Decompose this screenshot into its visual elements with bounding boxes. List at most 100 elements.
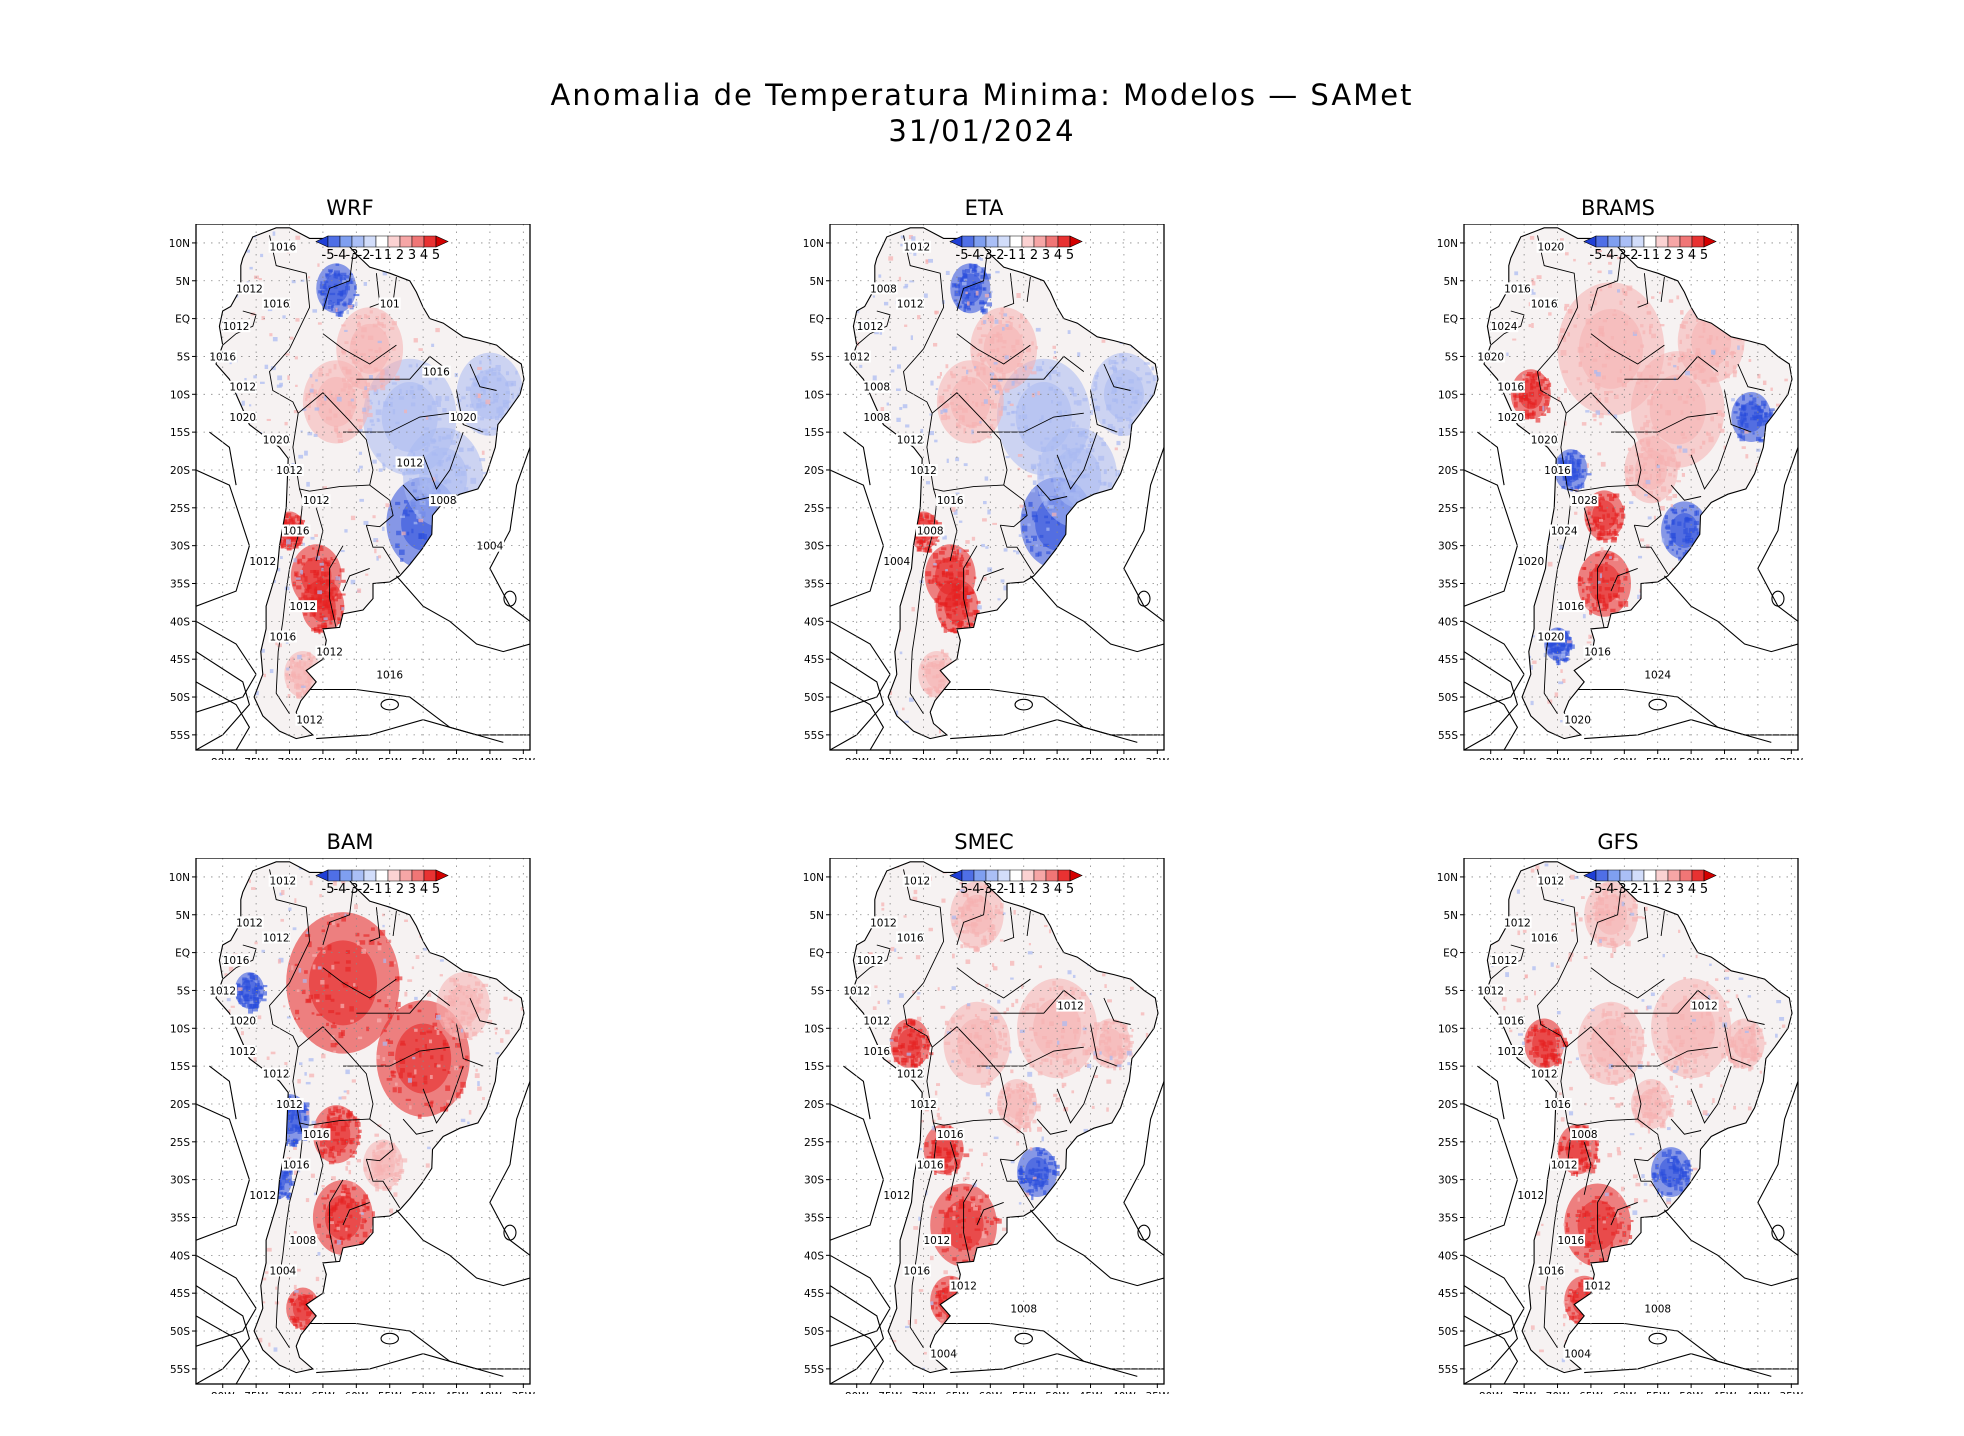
- lon-tick-label: 45W: [1713, 1391, 1737, 1394]
- map-frame: [1463, 224, 1799, 751]
- isobar-label: 1008: [1571, 1129, 1598, 1141]
- colorbar-swatch: [399, 235, 413, 248]
- lat-tick-label: 35S: [804, 578, 824, 590]
- isobar-label: 1008: [917, 526, 944, 538]
- lon-tick-label: 60W: [1612, 757, 1636, 760]
- lat-tick-label: 25S: [1438, 503, 1458, 515]
- colorbar-label: 1: [1018, 882, 1026, 897]
- lat-tick-label: EQ: [175, 948, 190, 960]
- colorbar-swatch: [1009, 869, 1023, 882]
- lon-tick-label: 75W: [878, 757, 902, 760]
- colorbar: -5 -4 -3 -2 -1 1 2 3 4 5: [315, 869, 449, 897]
- lat-tick-label: 35S: [804, 1212, 824, 1224]
- isobar-label: 1028: [1571, 495, 1598, 507]
- colorbar-label: 1: [384, 882, 392, 897]
- lat-tick-label: 25S: [170, 503, 190, 515]
- isobar-label-bg: [1503, 282, 1532, 295]
- isobar-label: 1020: [450, 412, 477, 424]
- isobar-label-bg: [1476, 984, 1505, 997]
- isobar-label-bg: [1536, 240, 1566, 253]
- colorbar-label: -4: [1602, 882, 1615, 897]
- isobar-label: 1012: [1497, 1046, 1524, 1058]
- colorbar: -5 -4 -3 -2 -1 1 2 3 4 5: [315, 235, 449, 263]
- lat-tick-label: 10N: [169, 238, 190, 250]
- lat-tick-label: 15S: [1438, 427, 1458, 439]
- colorbar-label: -5: [956, 882, 969, 897]
- colorbar-swatch: [1033, 869, 1047, 882]
- lat-tick-label: 25S: [804, 1137, 824, 1149]
- map-frame: [829, 858, 1165, 1385]
- lat-tick-label: 20S: [170, 465, 190, 477]
- isobar-label-bg: [1556, 600, 1586, 613]
- lon-tick-label: 80W: [1479, 1391, 1503, 1394]
- isobar-label: 1016: [283, 526, 310, 538]
- isobar-label-bg: [261, 1067, 291, 1080]
- colorbar-label: 5: [1066, 882, 1074, 897]
- isobar-label: 1020: [1537, 242, 1564, 254]
- lon-tick-label: 40W: [1112, 757, 1136, 760]
- isobar-label: 1016: [1497, 1016, 1524, 1028]
- lon-tick-label: 70W: [912, 757, 936, 760]
- lat-tick-label: 5N: [809, 910, 824, 922]
- isobar-label: 1004: [269, 1265, 296, 1277]
- lon-tick-label: 70W: [278, 1391, 302, 1394]
- panel-gfs: GFS 1012 1012 1016 1012 1012 1016 1012 1012 1016…: [1428, 830, 1808, 1394]
- colorbar-label: -3: [980, 882, 993, 897]
- lat-tick-label: 30S: [804, 541, 824, 553]
- isobar-label: 1020: [263, 435, 290, 447]
- lon-tick-label: 65W: [311, 757, 335, 760]
- isobar-label: 1020: [1477, 351, 1504, 363]
- colorbar-label: -4: [968, 882, 981, 897]
- map-bam: 1012101210121016101210201012101210121016…: [169, 858, 536, 1394]
- lat-tick-label: 15S: [804, 427, 824, 439]
- lat-tick-label: 10S: [804, 389, 824, 401]
- lon-tick-label: 50W: [411, 757, 435, 760]
- lat-tick-label: 5S: [811, 351, 825, 363]
- lat-tick-label: 5S: [1445, 351, 1459, 363]
- isobar-label-bg: [895, 297, 925, 310]
- colorbar-label: 4: [1054, 248, 1062, 263]
- isobar-label-bg: [235, 282, 264, 295]
- isobar-label-bg: [378, 297, 401, 310]
- isobar-label: 1012: [910, 465, 937, 477]
- isobar-label: 1012: [897, 1069, 924, 1081]
- lat-tick-label: 45S: [1438, 1288, 1458, 1300]
- lat-tick-label: 20S: [804, 1099, 824, 1111]
- colorbar-swatch: [997, 235, 1011, 248]
- isobar-label-bg: [949, 1279, 978, 1292]
- lat-tick-label: 5N: [809, 276, 824, 288]
- isobar-label: 1016: [423, 367, 450, 379]
- colorbar-swatch: [1045, 869, 1059, 882]
- isobar-label-bg: [268, 240, 298, 253]
- colorbar-label: -5: [1590, 882, 1603, 897]
- isobar-label-bg: [916, 524, 945, 537]
- lat-tick-label: 5N: [175, 276, 190, 288]
- colorbar-label: -1: [1638, 248, 1651, 263]
- graticule: [1464, 858, 1798, 1384]
- isobar-label-bg: [288, 600, 318, 613]
- isobar-label: 1020: [1531, 435, 1558, 447]
- isobar-label-bg: [869, 916, 898, 929]
- panel-smec: SMEC 1012 1012 1016 1012 1012 1012 1016 1012 101…: [794, 830, 1174, 1394]
- colorbar-swatch: [375, 869, 389, 882]
- lat-tick-label: 5N: [175, 910, 190, 922]
- lat-tick-label: 25S: [804, 503, 824, 515]
- colorbar-swatch: [1619, 235, 1633, 248]
- lon-tick-label: 35W: [1145, 757, 1169, 760]
- colorbar-label: -1: [370, 882, 383, 897]
- lon-tick-label: 65W: [311, 1391, 335, 1394]
- lon-tick-label: 40W: [1746, 757, 1770, 760]
- isobar-label: 1012: [263, 1069, 290, 1081]
- colorbar-label: -1: [370, 248, 383, 263]
- isobar-label: 1004: [1564, 1349, 1591, 1361]
- isobar-label-bg: [1583, 1279, 1612, 1292]
- colorbar-swatch: [1655, 869, 1669, 882]
- isobar-label-bg: [895, 931, 925, 944]
- isobar-label: 1016: [1584, 647, 1611, 659]
- isobar-label-bg: [902, 874, 932, 887]
- lon-tick-label: 70W: [1546, 1391, 1570, 1394]
- lat-tick-label: 5S: [177, 985, 191, 997]
- isobar-label-bg: [882, 1188, 911, 1201]
- isobar-label: 1016: [917, 1160, 944, 1172]
- lon-tick-label: 45W: [445, 1391, 469, 1394]
